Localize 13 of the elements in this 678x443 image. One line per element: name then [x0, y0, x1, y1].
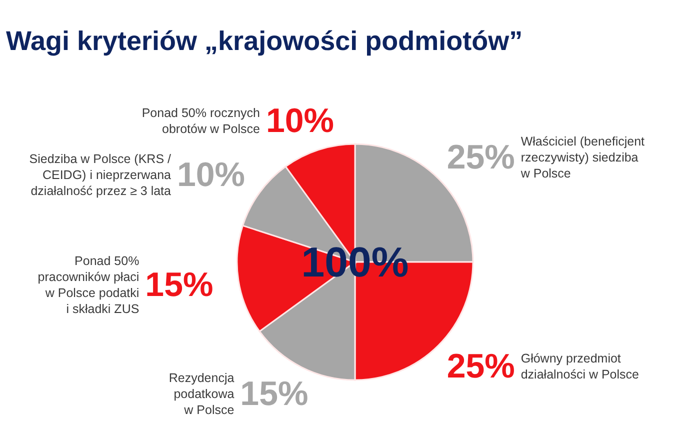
slice-label: Rezydencja podatkowa w Polsce: [168, 370, 234, 417]
data-label: 10%: [176, 156, 246, 194]
slice-label: Ponad 50% pracowników płaci w Polsce podatki i składki ZUS: [38, 254, 140, 316]
chart-title: Wagi kryteriów „krajowości podmiotów”: [6, 26, 523, 56]
data-label: 15%: [240, 374, 308, 413]
slice-label: Główny przedmiot działalności w Polsce: [520, 352, 640, 382]
data-label: 10%: [266, 102, 334, 140]
slice-label: Ponad 50% rocznych obrotów w Polsce: [142, 106, 260, 136]
slice-label: Siedziba w Polsce (KRS / CEIDG) i nieprzerwana działalność przez ≥ 3 lata: [29, 152, 172, 198]
data-label: 15%: [145, 266, 214, 304]
data-label: 25%: [446, 138, 515, 176]
slice-label: Właściciel (beneficjent rzeczywisty) siedziba w Polsce: [520, 134, 646, 180]
data-label: 25%: [446, 348, 515, 386]
